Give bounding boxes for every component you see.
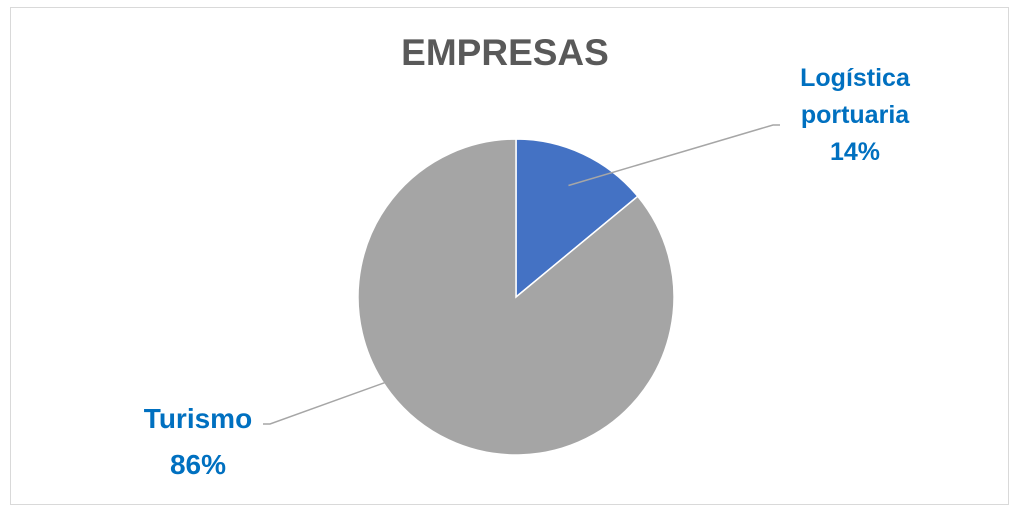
data-label-logistica-value: 14% [829,138,881,166]
pie-slice-turismo [357,138,675,456]
data-label-logistica: Logística portuaria 14% [780,60,930,171]
pie-slice-logistica-portuaria [515,138,639,299]
data-label-turismo-name: Turismo [143,403,253,434]
data-label-turismo: Turismo 86% [118,396,278,488]
pie-slices [357,138,675,456]
leader-lines [263,124,780,425]
data-label-turismo-value: 86% [169,449,227,480]
data-label-logistica-name-2: portuaria [800,101,910,129]
leader-line-logistica [568,124,780,187]
chart-title: EMPRESAS [401,32,609,73]
data-label-logistica-name-1: Logística [800,64,910,92]
leader-line-turismo [263,381,387,425]
